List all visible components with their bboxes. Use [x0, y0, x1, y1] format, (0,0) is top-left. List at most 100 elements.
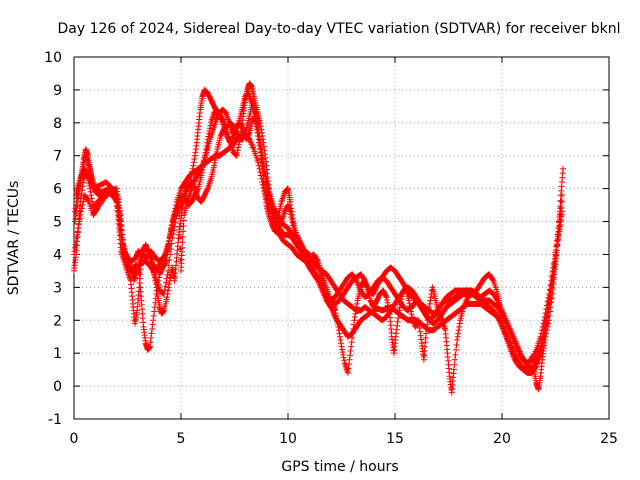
data-point-marker [188, 174, 195, 181]
data-point-marker [393, 330, 400, 337]
data-point-marker [287, 202, 294, 209]
chart-title: Day 126 of 2024, Sidereal Day-to-day VTE… [58, 21, 621, 37]
x-tick-label: 5 [177, 431, 186, 447]
data-point-marker [333, 312, 340, 319]
data-point-marker [289, 215, 296, 222]
data-point-marker [80, 198, 87, 205]
data-point-marker [418, 336, 425, 343]
data-point-marker [450, 366, 457, 373]
data-point-marker [190, 162, 197, 169]
data-point-marker [257, 146, 264, 153]
data-point-marker [345, 361, 352, 368]
data-point-marker [406, 300, 413, 307]
data-point-marker [71, 251, 77, 258]
y-tick-label: 8 [53, 116, 62, 132]
data-point-marker [251, 113, 258, 120]
data-point-marker [160, 290, 167, 297]
data-point-marker [112, 194, 119, 201]
data-point-marker [335, 323, 342, 330]
data-point-marker [234, 149, 241, 156]
data-point-marker [455, 330, 462, 337]
data-point-marker [74, 198, 81, 205]
data-point-marker [239, 125, 246, 132]
data-point-marker [552, 249, 559, 256]
data-point-marker [165, 267, 172, 274]
data-point-marker [168, 225, 175, 232]
data-point-marker [72, 205, 79, 212]
data-point-marker [455, 327, 462, 334]
data-point-marker [79, 202, 86, 209]
y-tick-labels: -1 0 1 2 3 4 5 6 7 8 9 10 [44, 50, 62, 428]
data-point-marker [408, 311, 415, 318]
data-point-marker [336, 330, 343, 337]
data-point-marker [115, 213, 122, 220]
data-point-marker [118, 236, 125, 243]
data-point-marker [179, 244, 186, 251]
data-point-marker [245, 130, 252, 137]
data-point-marker [151, 308, 158, 315]
data-point-marker [72, 244, 79, 251]
data-point-marker [153, 290, 160, 297]
data-point-marker [163, 258, 170, 265]
data-point-marker [235, 120, 242, 127]
data-point-marker [556, 228, 563, 235]
y-tick-label: 0 [53, 379, 62, 395]
data-point-marker [556, 218, 563, 225]
data-point-marker [558, 204, 565, 211]
data-point-marker [255, 136, 262, 143]
data-point-marker [180, 228, 187, 235]
data-point-marker [348, 339, 355, 346]
data-point-marker [148, 334, 155, 341]
y-tick-label: 7 [53, 149, 62, 165]
data-point-marker [344, 369, 351, 376]
data-point-marker [177, 256, 184, 263]
data-point-marker [541, 327, 548, 334]
data-point-marker [77, 211, 84, 218]
data-point-marker [547, 287, 554, 294]
data-point-marker [176, 224, 183, 231]
data-point-marker [212, 154, 219, 161]
data-points [71, 80, 566, 396]
data-point-marker [258, 152, 265, 159]
data-point-marker [553, 237, 560, 244]
data-point-marker [71, 248, 78, 255]
data-point-marker [259, 160, 266, 167]
data-point-marker [383, 294, 390, 301]
data-point-marker [76, 215, 83, 222]
data-point-marker [546, 286, 553, 293]
y-tick-label: 3 [53, 280, 62, 296]
data-point-marker [179, 239, 186, 246]
data-point-marker [558, 192, 565, 199]
data-point-marker [348, 343, 355, 350]
data-point-marker [113, 195, 120, 202]
data-point-marker [337, 340, 344, 347]
data-point-marker [118, 231, 125, 238]
data-point-marker [163, 254, 170, 261]
x-tick-label: 25 [600, 431, 618, 447]
data-point-marker [176, 235, 183, 241]
data-point-marker [164, 248, 171, 255]
data-point-marker [415, 318, 422, 325]
data-point-marker [547, 282, 554, 289]
data-point-marker [340, 351, 347, 358]
data-point-marker [75, 188, 82, 195]
series-trace-5 [71, 90, 565, 376]
data-point-marker [384, 299, 391, 306]
data-point-marker [252, 119, 259, 126]
data-point-marker [336, 333, 343, 340]
data-point-marker [337, 337, 344, 344]
data-point-marker [559, 165, 566, 172]
data-point-marker [334, 318, 341, 325]
data-point-marker [119, 246, 126, 253]
data-point-marker [494, 296, 501, 303]
data-point-marker [352, 276, 359, 283]
x-tick-label: 0 [70, 431, 79, 447]
data-point-marker [543, 310, 550, 317]
data-point-marker [451, 356, 458, 363]
data-point-marker [120, 242, 127, 249]
data-point-marker [150, 317, 157, 324]
data-point-marker [73, 202, 80, 209]
data-point-marker [417, 332, 424, 339]
data-point-marker [346, 356, 353, 363]
